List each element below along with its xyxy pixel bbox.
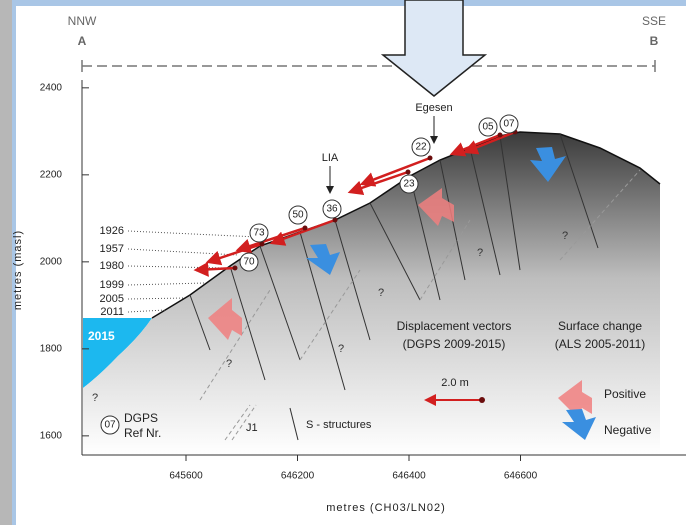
legend-title: Displacement vectors <box>397 319 512 333</box>
scale-label: 2.0 m <box>441 377 469 389</box>
legend-subtitle: (ALS 2005-2011) <box>555 337 646 351</box>
legend-label: Negative <box>604 423 652 437</box>
point-id: 23 <box>403 179 415 190</box>
year-label: 1980 <box>100 260 124 272</box>
year-label: 2011 <box>100 306 124 318</box>
stage-pointer-head <box>326 186 334 194</box>
legend-title: Surface change <box>558 319 642 333</box>
unknown: ? <box>338 343 344 355</box>
x-tick-label: 646400 <box>392 471 426 482</box>
stage-label: Egesen <box>415 102 452 114</box>
point-id: 07 <box>503 119 515 130</box>
legend-label: Positive <box>604 387 646 401</box>
point-id: 73 <box>253 228 265 239</box>
x-tick-label: 646200 <box>281 471 315 482</box>
x-tick-label: 646600 <box>504 471 538 482</box>
start-label: A <box>78 34 87 48</box>
point-id: 70 <box>243 257 255 268</box>
end-direction: SSE <box>642 14 666 28</box>
year-label: 1957 <box>100 243 124 255</box>
unknown: ? <box>226 358 232 370</box>
stage-label: LIA <box>322 152 339 164</box>
legend-joint: J1 <box>246 422 258 434</box>
image-strip <box>0 0 12 525</box>
end-label: B <box>650 34 659 48</box>
year-label: 2015 <box>88 329 115 343</box>
y-tick-label: 2400 <box>40 82 63 93</box>
unknown: ? <box>92 392 98 404</box>
stage-pointer-head <box>430 136 438 144</box>
year-label: 2005 <box>100 293 124 305</box>
legend-ref-label: DGPS <box>124 411 158 425</box>
x-tick-label: 645600 <box>169 471 203 482</box>
frame-top <box>0 0 686 6</box>
point-id: 05 <box>482 122 494 133</box>
legend-ref-label: Ref Nr. <box>124 426 161 440</box>
scale-origin <box>479 397 485 403</box>
legend-ref-id: 07 <box>104 420 116 431</box>
y-tick-label: 2200 <box>40 169 63 180</box>
highlight-arrow <box>383 0 485 96</box>
start-direction: NNW <box>68 14 97 28</box>
legend-structure-label: S - structures <box>306 419 372 431</box>
point-id: 22 <box>415 142 427 153</box>
legend-subtitle: (DGPS 2009-2015) <box>403 337 506 351</box>
unknown: ? <box>477 247 483 259</box>
unknown: ? <box>378 287 384 299</box>
y-axis-label: metres (masl) <box>12 230 24 310</box>
y-tick-label: 1800 <box>40 343 63 354</box>
x-axis-label: metres (CH03/LN02) <box>326 502 445 514</box>
unknown: ? <box>562 230 568 242</box>
year-label: 1926 <box>100 225 124 237</box>
y-tick-label: 2000 <box>40 256 63 267</box>
point-id: 50 <box>292 210 304 221</box>
y-tick-label: 1600 <box>40 430 63 441</box>
figure: NNW A SSE B <box>0 0 686 525</box>
year-label: 1999 <box>100 279 124 291</box>
point-id: 36 <box>326 204 338 215</box>
